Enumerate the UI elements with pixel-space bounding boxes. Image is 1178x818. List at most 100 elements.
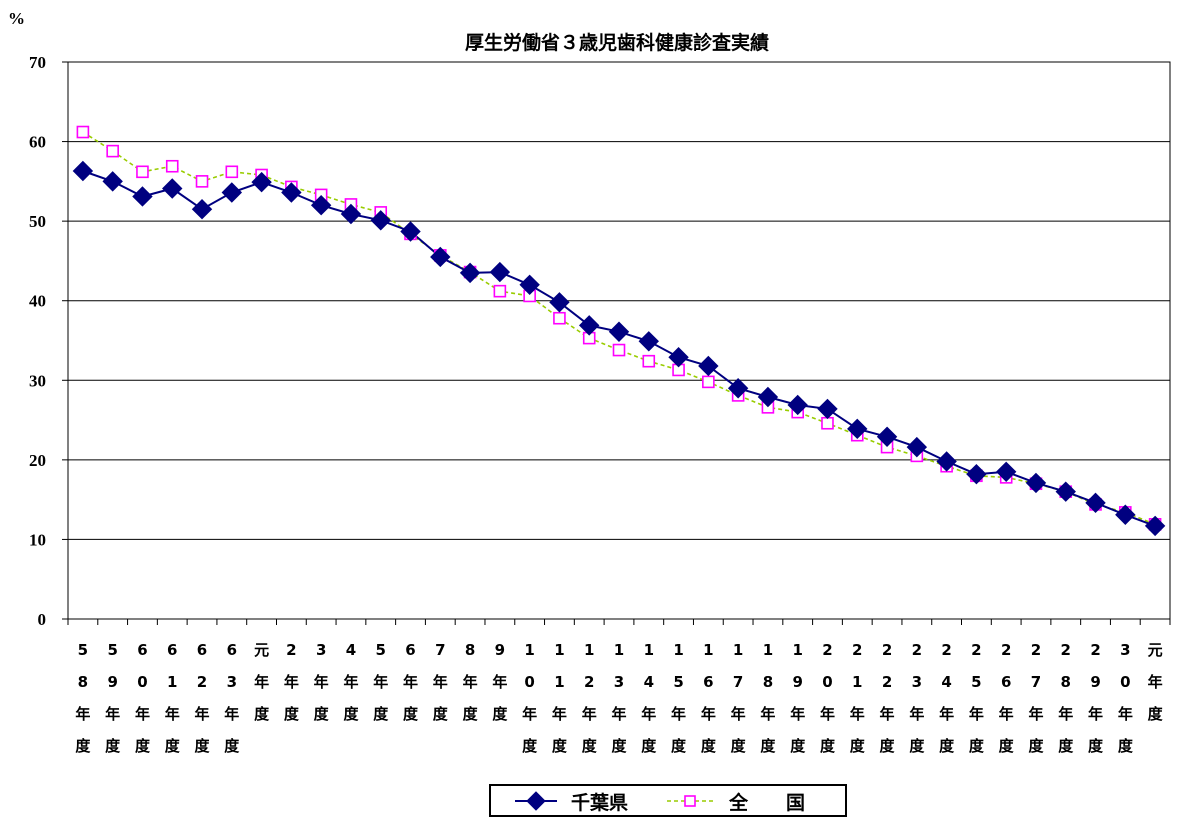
x-tick-label: 1 0 年度	[522, 641, 538, 755]
data-point-chiba	[876, 426, 898, 447]
data-point-chiba	[727, 378, 749, 399]
x-tick-label: 2 9 年度	[1088, 641, 1104, 755]
data-point-chiba	[251, 171, 272, 193]
y-tick-label: 10	[29, 530, 46, 549]
legend-item-chiba: 千葉県	[515, 791, 628, 814]
data-point-chiba	[906, 436, 928, 458]
y-tick-label: 50	[29, 212, 46, 231]
x-tick-label: 6 1 年度	[165, 641, 181, 755]
x-tick-label: 1 6 年度	[701, 641, 717, 755]
data-point-national	[225, 165, 239, 179]
x-tick-label: 5 9 年度	[105, 641, 121, 755]
data-point-chiba	[608, 321, 630, 342]
data-point-national	[106, 144, 119, 158]
legend-label-chiba: 千葉県	[571, 792, 628, 814]
data-point-chiba	[430, 246, 451, 268]
x-tick-label: 元年度	[1148, 641, 1164, 723]
x-tick-label: 3 年度	[314, 641, 330, 723]
x-tick-label: 6 3 年度	[224, 641, 240, 755]
y-axis-unit-label: %	[8, 9, 25, 28]
data-point-chiba	[847, 418, 868, 440]
y-tick-label: 30	[29, 371, 46, 390]
data-point-national	[195, 175, 209, 188]
x-tick-label: 1 2 年度	[582, 641, 598, 755]
data-point-chiba	[638, 331, 659, 352]
x-tick-label: 8 年度	[463, 641, 479, 723]
x-tick-label: 6 年度	[403, 641, 419, 723]
y-tick-label: 40	[29, 292, 46, 311]
x-tick-label: 1 4 年度	[641, 641, 657, 755]
x-tick-label: 6 0 年度	[135, 641, 151, 755]
x-tick-label: 9 年度	[492, 641, 508, 723]
data-point-chiba	[579, 315, 600, 336]
x-tick-label: 5 8 年度	[75, 641, 91, 755]
x-tick-label: 2 0 年度	[820, 641, 836, 755]
data-point-chiba	[72, 160, 94, 182]
data-point-chiba	[1085, 492, 1106, 514]
data-point-national	[821, 416, 834, 430]
y-tick-label: 60	[29, 133, 46, 152]
data-point-national	[642, 354, 656, 368]
data-point-chiba	[400, 221, 421, 242]
data-point-chiba	[698, 355, 719, 377]
legend-square-icon	[684, 795, 696, 807]
x-tick-label: 1 5 年度	[671, 641, 687, 755]
x-tick-label: 3 0 年度	[1118, 641, 1134, 755]
legend-item-national: 全 国	[667, 791, 805, 814]
data-point-national	[702, 375, 715, 389]
x-tick-label: 2 1 年度	[850, 641, 866, 755]
data-point-chiba	[310, 195, 332, 216]
data-point-chiba	[1025, 472, 1047, 494]
x-tick-label: 4 年度	[343, 641, 359, 723]
y-tick-label: 0	[38, 610, 47, 629]
x-tick-label: 元年度	[254, 641, 270, 723]
x-tick-label: 2 7 年度	[1028, 641, 1044, 755]
x-tick-label: 1 3 年度	[611, 641, 627, 755]
legend-diamond-icon	[526, 791, 546, 811]
x-tick-label: 7 年度	[433, 641, 449, 723]
data-point-chiba	[757, 386, 779, 408]
x-tick-label: 1 9 年度	[790, 641, 806, 755]
data-point-chiba	[1055, 481, 1076, 502]
chart-title: 厚生労働省３歳児歯科健康診査実績	[465, 31, 769, 54]
legend-label-national: 全 国	[728, 791, 805, 814]
y-tick-label: 20	[29, 451, 46, 470]
data-point-national	[136, 165, 149, 179]
data-point-chiba	[191, 199, 213, 220]
data-point-national	[165, 159, 179, 173]
x-tick-label: 2 5 年度	[969, 641, 985, 755]
data-point-chiba	[102, 171, 123, 192]
x-tick-label: 2 8 年度	[1058, 641, 1074, 755]
x-tick-label: 2 年度	[284, 641, 300, 723]
x-tick-label: 6 2 年度	[195, 641, 211, 755]
data-point-chiba	[817, 398, 838, 420]
data-point-national	[493, 284, 507, 298]
data-point-chiba	[1115, 504, 1136, 525]
data-point-chiba	[1144, 515, 1166, 537]
data-point-chiba	[936, 451, 957, 472]
x-tick-label: 1 1 年度	[552, 641, 568, 755]
x-tick-label: 2 2 年度	[880, 641, 896, 755]
data-point-chiba	[281, 182, 302, 203]
y-tick-label: 70	[29, 53, 46, 72]
x-tick-label: 2 6 年度	[999, 641, 1015, 755]
x-tick-label: 5 年度	[373, 641, 389, 723]
x-tick-label: 1 8 年度	[760, 641, 776, 755]
data-point-national	[553, 311, 566, 325]
data-point-chiba	[370, 210, 391, 231]
legend: 千葉県 全 国	[489, 784, 847, 817]
data-point-chiba	[221, 182, 243, 203]
data-point-national	[76, 125, 90, 139]
data-point-chiba	[162, 178, 183, 199]
data-point-chiba	[132, 186, 153, 207]
data-point-chiba	[966, 463, 987, 485]
data-point-chiba	[668, 347, 689, 368]
data-point-chiba	[459, 262, 481, 284]
x-tick-label: 2 3 年度	[909, 641, 925, 755]
data-point-national	[612, 343, 626, 357]
data-point-chiba	[549, 292, 570, 313]
x-tick-label: 1 7 年度	[731, 641, 747, 755]
data-point-chiba	[519, 274, 540, 296]
